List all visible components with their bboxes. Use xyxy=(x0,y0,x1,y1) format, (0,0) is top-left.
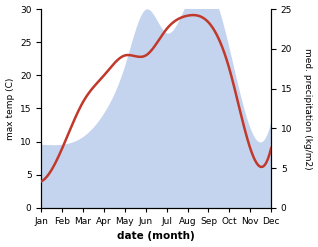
Y-axis label: med. precipitation (kg/m2): med. precipitation (kg/m2) xyxy=(303,48,313,169)
X-axis label: date (month): date (month) xyxy=(117,231,195,242)
Y-axis label: max temp (C): max temp (C) xyxy=(5,77,15,140)
